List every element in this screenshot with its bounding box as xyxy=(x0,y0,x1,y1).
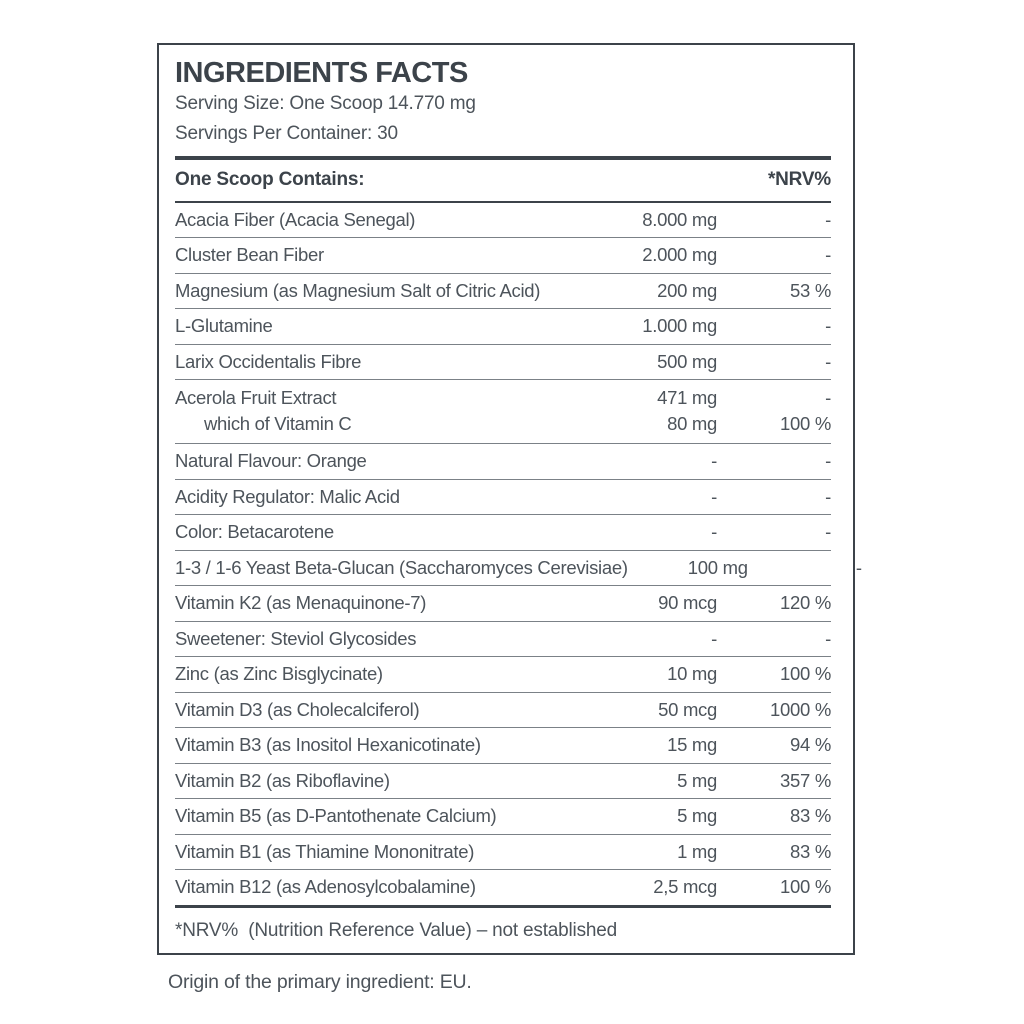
ingredient-name: 1-3 / 1-6 Yeast Beta-Glucan (Saccharomyc… xyxy=(175,556,628,578)
table-row: Acacia Fiber (Acacia Senegal) 8.000 mg - xyxy=(175,203,831,238)
ingredient-nrv: 357 % xyxy=(780,769,831,791)
ingredient-name: Sweetener: Steviol Glycosides xyxy=(175,627,417,649)
ingredient-name: Cluster Bean Fiber xyxy=(175,244,324,266)
ingredient-nrv: - xyxy=(825,387,831,408)
ingredient-nrv: 53 % xyxy=(790,279,831,301)
table-row: which of Vitamin C 80 mg 100 % xyxy=(175,411,831,444)
ingredient-name: Vitamin B5 (as D-Pantothenate Calcium) xyxy=(175,805,497,827)
ingredient-name: Acacia Fiber (Acacia Senegal) xyxy=(175,208,416,230)
ingredients-facts-panel: INGREDIENTS FACTS Serving Size: One Scoo… xyxy=(157,43,862,955)
table-row: Vitamin B12 (as Adenosylcobalamine) 2,5 … xyxy=(175,870,831,905)
ingredient-amount: - xyxy=(711,627,717,649)
table-header-nrv: *NRV% xyxy=(767,169,831,190)
ingredient-name: Vitamin B2 (as Riboflavine) xyxy=(175,769,390,791)
ingredient-nrv: 100 % xyxy=(780,876,831,898)
ingredient-nrv: 94 % xyxy=(790,734,831,756)
ingredient-nrv: - xyxy=(825,521,831,543)
divider-thick-top xyxy=(175,156,831,160)
table-row: Sweetener: Steviol Glycosides - - xyxy=(175,622,831,657)
ingredient-name: L-Glutamine xyxy=(175,315,273,337)
footnote-row: *NRV% (Nutrition Reference Value) – not … xyxy=(175,908,831,953)
ingredient-amount: 2,5 mcg xyxy=(653,876,717,898)
table-row: Vitamin B3 (as Inositol Hexanicotinate) … xyxy=(175,728,831,764)
table-row: Vitamin D3 (as Cholecalciferol) 50 mcg 1… xyxy=(175,693,831,728)
ingredient-name: Magnesium (as Magnesium Salt of Citric A… xyxy=(175,279,541,301)
table-row: Larix Occidentalis Fibre 500 mg - xyxy=(175,345,831,380)
ingredient-amount: 1.000 mg xyxy=(642,315,717,337)
ingredient-nrv: 83 % xyxy=(790,840,831,862)
ingredient-nrv: - xyxy=(825,244,831,266)
ingredient-amount: 50 mcg xyxy=(658,698,717,720)
ingredient-name: Vitamin D3 (as Cholecalciferol) xyxy=(175,698,420,720)
table-row: Vitamin K2 (as Menaquinone-7) 90 mcg 120… xyxy=(175,586,831,622)
ingredient-nrv: 100 % xyxy=(780,413,831,434)
table-row: Zinc (as Zinc Bisglycinate) 10 mg 100 % xyxy=(175,657,831,693)
table-row: Vitamin B5 (as D-Pantothenate Calcium) 5… xyxy=(175,799,831,835)
table-header-row: One Scoop Contains: *NRV% xyxy=(175,160,831,203)
table-row: Magnesium (as Magnesium Salt of Citric A… xyxy=(175,274,831,309)
ingredient-name: Vitamin K2 (as Menaquinone-7) xyxy=(175,592,427,614)
ingredient-amount: 500 mg xyxy=(657,350,717,372)
table-row: Acidity Regulator: Malic Acid - - xyxy=(175,480,831,515)
table-row: Natural Flavour: Orange - - xyxy=(175,444,831,480)
ingredient-name: which of Vitamin C xyxy=(204,413,352,434)
ingredient-name: Vitamin B12 (as Adenosylcobalamine) xyxy=(175,876,476,898)
table-row: Vitamin B1 (as Thiamine Mononitrate) 1 m… xyxy=(175,835,831,870)
ingredient-amount: 200 mg xyxy=(657,279,717,301)
ingredient-amount: - xyxy=(711,521,717,543)
ingredient-name: Color: Betacarotene xyxy=(175,521,334,543)
ingredient-name: Larix Occidentalis Fibre xyxy=(175,350,362,372)
ingredient-name: Acidity Regulator: Malic Acid xyxy=(175,485,400,507)
ingredient-amount: 1 mg xyxy=(677,840,717,862)
ingredient-nrv: - xyxy=(855,556,862,578)
table-row: 1-3 / 1-6 Yeast Beta-Glucan (Saccharomyc… xyxy=(175,551,862,586)
ingredients-table: Acacia Fiber (Acacia Senegal) 8.000 mg -… xyxy=(175,203,862,905)
nrv-footnote-text: *NRV% (Nutrition Reference Value) – not … xyxy=(175,919,617,941)
ingredient-amount: - xyxy=(711,485,717,507)
ingredient-nrv: - xyxy=(825,627,831,649)
ingredient-name: Acerola Fruit Extract xyxy=(175,387,337,408)
ingredient-amount: 90 mcg xyxy=(658,592,717,614)
ingredient-nrv: 1000 % xyxy=(770,698,831,720)
ingredient-amount: 100 mg xyxy=(687,556,748,578)
origin-note: Origin of the primary ingredient: EU. xyxy=(168,971,472,993)
ingredient-nrv: 100 % xyxy=(780,663,831,685)
ingredient-name: Vitamin B3 (as Inositol Hexanicotinate) xyxy=(175,734,481,756)
ingredient-amount: 5 mg xyxy=(677,769,717,791)
table-row: L-Glutamine 1.000 mg - xyxy=(175,309,831,345)
ingredient-nrv: - xyxy=(825,350,831,372)
table-row: Cluster Bean Fiber 2.000 mg - xyxy=(175,238,831,274)
ingredient-amount: - xyxy=(711,450,717,472)
table-row: Acerola Fruit Extract 471 mg - xyxy=(175,380,831,411)
ingredient-amount: 80 mg xyxy=(667,413,717,434)
divider-thick-bottom xyxy=(175,904,831,908)
ingredient-nrv: - xyxy=(825,208,831,230)
table-row: Vitamin B2 (as Riboflavine) 5 mg 357 % xyxy=(175,764,831,799)
ingredient-amount: 10 mg xyxy=(667,663,717,685)
serving-size-text: Serving Size: One Scoop 14.770 mg xyxy=(175,93,476,114)
table-row: Color: Betacarotene - - xyxy=(175,515,831,551)
ingredient-amount: 2.000 mg xyxy=(642,244,717,266)
ingredient-nrv: - xyxy=(825,485,831,507)
ingredient-amount: 8.000 mg xyxy=(642,208,717,230)
ingredient-nrv: 83 % xyxy=(790,805,831,827)
ingredient-name: Vitamin B1 (as Thiamine Mononitrate) xyxy=(175,840,475,862)
ingredient-amount: 471 mg xyxy=(657,387,717,408)
ingredient-name: Natural Flavour: Orange xyxy=(175,450,367,472)
panel-title: INGREDIENTS FACTS xyxy=(175,57,468,89)
ingredient-nrv: - xyxy=(825,315,831,337)
ingredient-name: Zinc (as Zinc Bisglycinate) xyxy=(175,663,383,685)
ingredient-nrv: 120 % xyxy=(780,592,831,614)
ingredient-nrv: - xyxy=(825,450,831,472)
ingredient-amount: 15 mg xyxy=(667,734,717,756)
servings-per-container-text: Servings Per Container: 30 xyxy=(175,123,398,144)
table-header-left: One Scoop Contains: xyxy=(175,169,365,190)
ingredient-amount: 5 mg xyxy=(677,805,717,827)
